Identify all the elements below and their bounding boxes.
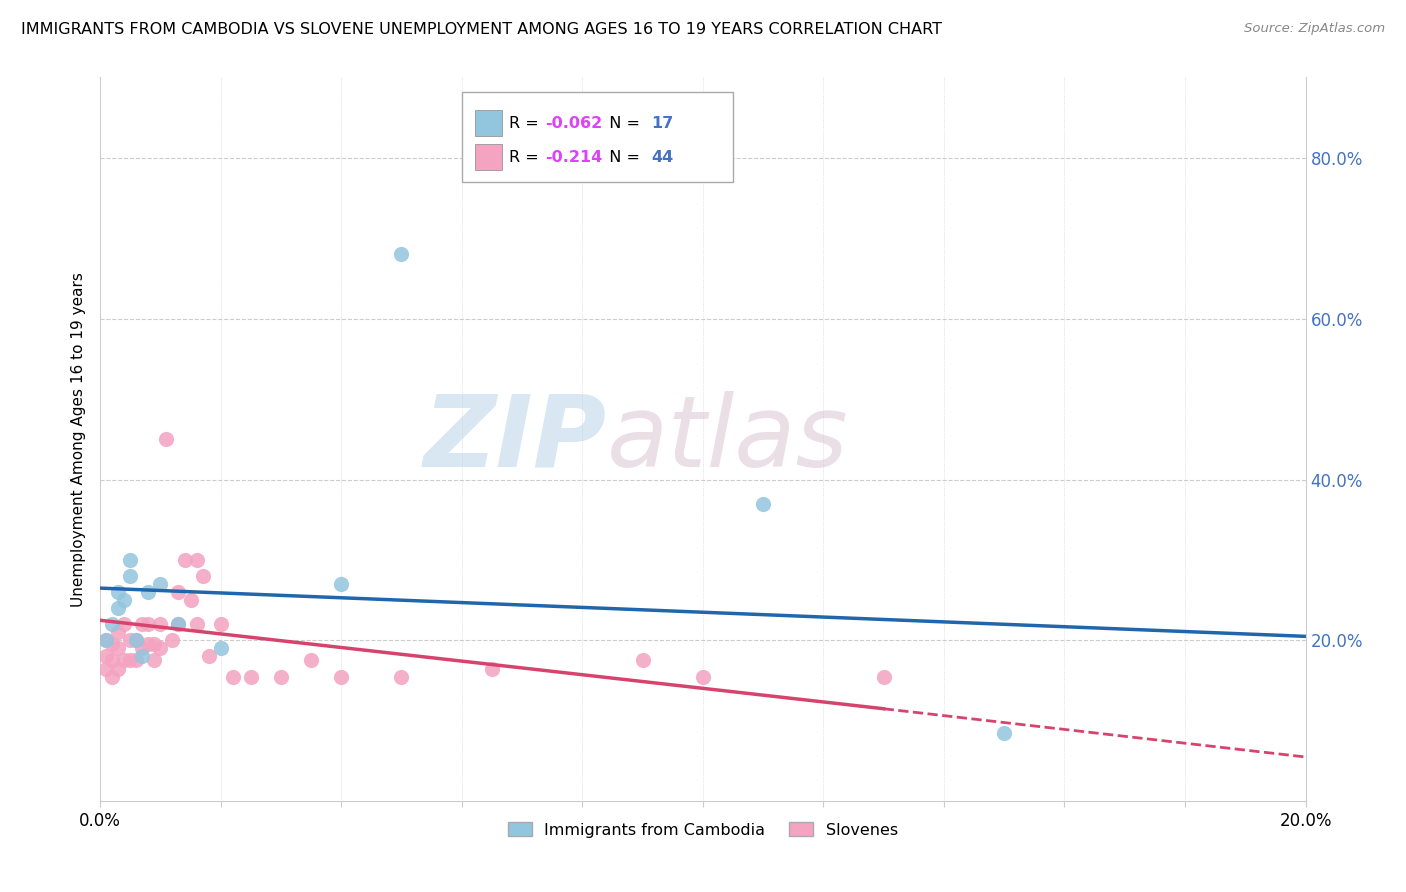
- Point: [391, 247, 413, 261]
- Point: [138, 585, 160, 599]
- Point: [180, 593, 202, 607]
- FancyBboxPatch shape: [461, 92, 733, 182]
- Text: atlas: atlas: [606, 391, 848, 488]
- Point: [222, 669, 245, 683]
- Point: [197, 649, 219, 664]
- Point: [131, 649, 153, 664]
- Point: [120, 633, 142, 648]
- Point: [631, 653, 654, 667]
- Point: [143, 653, 166, 667]
- FancyBboxPatch shape: [475, 110, 502, 136]
- Text: R =: R =: [509, 116, 544, 130]
- Point: [131, 617, 153, 632]
- Text: Source: ZipAtlas.com: Source: ZipAtlas.com: [1244, 22, 1385, 36]
- Point: [107, 641, 129, 656]
- Point: [96, 633, 118, 648]
- Point: [149, 617, 172, 632]
- Point: [138, 637, 160, 651]
- Point: [112, 617, 135, 632]
- Point: [330, 577, 353, 591]
- Point: [112, 653, 135, 667]
- Point: [96, 661, 118, 675]
- Point: [209, 617, 232, 632]
- Point: [872, 669, 894, 683]
- Point: [186, 553, 208, 567]
- Point: [96, 649, 118, 664]
- Point: [101, 653, 124, 667]
- Point: [131, 641, 153, 656]
- Point: [167, 617, 190, 632]
- Text: 17: 17: [651, 116, 673, 130]
- Point: [96, 633, 118, 648]
- Point: [993, 726, 1015, 740]
- Point: [107, 661, 129, 675]
- Point: [270, 669, 292, 683]
- Point: [138, 617, 160, 632]
- Legend: Immigrants from Cambodia, Slovenes: Immigrants from Cambodia, Slovenes: [501, 815, 904, 844]
- Point: [120, 569, 142, 583]
- Point: [107, 625, 129, 640]
- Point: [149, 641, 172, 656]
- Text: N =: N =: [599, 150, 645, 164]
- Text: -0.062: -0.062: [546, 116, 602, 130]
- Text: -0.214: -0.214: [546, 150, 602, 164]
- Point: [167, 585, 190, 599]
- Point: [107, 585, 129, 599]
- Point: [391, 669, 413, 683]
- Text: IMMIGRANTS FROM CAMBODIA VS SLOVENE UNEMPLOYMENT AMONG AGES 16 TO 19 YEARS CORRE: IMMIGRANTS FROM CAMBODIA VS SLOVENE UNEM…: [21, 22, 942, 37]
- Point: [162, 633, 184, 648]
- Point: [692, 669, 714, 683]
- Text: R =: R =: [509, 150, 544, 164]
- Point: [120, 553, 142, 567]
- Point: [155, 433, 177, 447]
- Point: [101, 637, 124, 651]
- Y-axis label: Unemployment Among Ages 16 to 19 years: Unemployment Among Ages 16 to 19 years: [72, 272, 86, 607]
- Point: [120, 653, 142, 667]
- Point: [209, 641, 232, 656]
- Text: N =: N =: [599, 116, 645, 130]
- FancyBboxPatch shape: [475, 144, 502, 170]
- Point: [112, 593, 135, 607]
- Point: [752, 497, 775, 511]
- Point: [191, 569, 214, 583]
- Point: [125, 633, 148, 648]
- Point: [101, 617, 124, 632]
- Text: ZIP: ZIP: [423, 391, 606, 488]
- Point: [143, 637, 166, 651]
- Point: [330, 669, 353, 683]
- Point: [125, 653, 148, 667]
- Point: [299, 653, 322, 667]
- Point: [239, 669, 262, 683]
- Text: 44: 44: [651, 150, 673, 164]
- Point: [173, 553, 195, 567]
- Point: [107, 601, 129, 615]
- Point: [125, 633, 148, 648]
- Point: [101, 669, 124, 683]
- Point: [186, 617, 208, 632]
- Point: [481, 661, 503, 675]
- Point: [167, 617, 190, 632]
- Point: [149, 577, 172, 591]
